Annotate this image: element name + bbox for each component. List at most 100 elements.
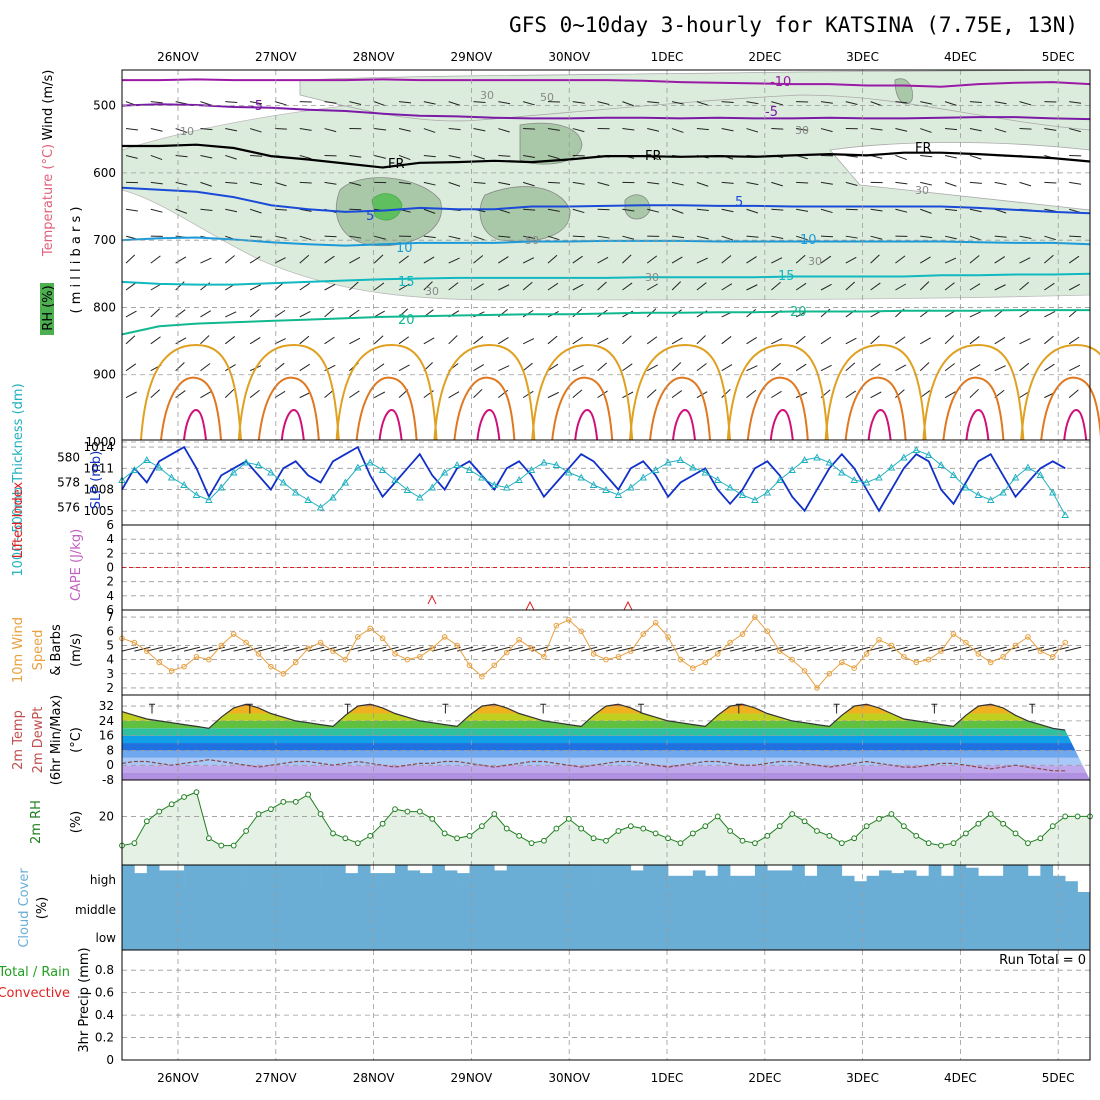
wind-barb — [398, 128, 411, 132]
thickness-point — [217, 483, 226, 491]
cloud-high-bar — [928, 865, 942, 892]
precip-conv-label: Convective — [0, 986, 70, 1001]
thickness-point — [651, 466, 660, 473]
slp-thickness-panel: 1005 1008 1011 1014 576 578 580 1000~500mb Thic… — [11, 383, 1091, 577]
rh2m-point — [640, 825, 647, 832]
wind-barb — [671, 208, 684, 214]
wind-barb — [473, 101, 486, 103]
wind-speed-point — [739, 631, 746, 637]
wind-barb — [150, 101, 163, 104]
cloud-high-bar — [159, 870, 172, 892]
wind-barb — [820, 364, 832, 372]
panel-frame — [121, 949, 1091, 1061]
rh2m-point — [280, 798, 287, 805]
wind-barb — [919, 281, 930, 291]
wind-barb-10m — [1065, 646, 1082, 652]
wind-barb — [572, 181, 585, 185]
wind-barb — [423, 154, 436, 158]
wind10m-axis-label-2: Speed — [31, 630, 46, 671]
wind-barb — [1069, 235, 1082, 238]
wind-barb — [920, 208, 932, 214]
rh2m-point — [950, 840, 957, 847]
wind-speed-point — [876, 636, 882, 643]
contour-label: FR — [388, 157, 405, 172]
wind-barb — [125, 282, 137, 291]
wind-barb-10m — [270, 646, 288, 652]
rh2m-point — [627, 823, 634, 830]
pressure-tick-label: 700 — [93, 233, 116, 247]
wind-barb — [597, 101, 610, 106]
wind-speed-point — [901, 653, 907, 660]
contour-label: 20 — [790, 305, 807, 320]
wind-barb — [1019, 281, 1030, 291]
wind-speed-point — [913, 659, 920, 666]
wind-barb — [1044, 128, 1057, 131]
temp-units-label: (°C) — [69, 727, 84, 753]
rh2m-point — [404, 808, 411, 815]
wind-speed-point — [255, 651, 262, 657]
wind-barb-10m — [394, 646, 412, 652]
wind-barb-10m — [593, 646, 610, 652]
lifted-index-mark — [623, 600, 633, 611]
wind-barb — [647, 101, 660, 104]
rh-contour-label: 30 — [808, 255, 822, 268]
cloud-high-bar — [506, 865, 520, 892]
thickness-tick-label: 580 — [57, 451, 80, 465]
wind-barb — [845, 281, 856, 291]
cloud-high-bar — [668, 875, 681, 892]
wind-barb — [1019, 362, 1030, 372]
wind-barb — [969, 311, 981, 318]
wind-barb — [622, 363, 633, 372]
wind-barb — [522, 101, 535, 106]
wind-barb-10m — [494, 646, 511, 652]
top-day-label: 1DEC — [651, 50, 684, 64]
thickness-point — [825, 458, 834, 466]
top-day-label: 26NOV — [157, 50, 199, 64]
wind-barb — [845, 362, 856, 372]
thickness-point — [229, 468, 238, 476]
cloud-high-bar — [382, 873, 396, 892]
wind-barb-10m — [667, 646, 685, 652]
thickness-point — [986, 496, 995, 503]
wind-barb — [498, 154, 511, 157]
wind-barb — [299, 154, 312, 160]
wind-barb — [1068, 283, 1081, 291]
wind-barb — [150, 255, 161, 264]
thickness-point — [788, 466, 796, 473]
thickness-point — [391, 476, 399, 483]
wind-barb — [299, 335, 310, 345]
wind-barb — [721, 128, 734, 132]
wind-speed-point — [417, 653, 423, 660]
wind-barb — [274, 101, 287, 106]
thickness-point — [416, 493, 424, 501]
bottom-day-label: 3DEC — [846, 1071, 879, 1085]
cloud-high-bar — [754, 865, 768, 892]
wind-barb — [547, 181, 560, 184]
bottom-day-label: 1DEC — [651, 1071, 684, 1085]
wind-barb — [1019, 101, 1032, 106]
wind-barb-10m — [978, 646, 995, 652]
warm-contour — [1040, 376, 1100, 441]
top-day-label: 2DEC — [748, 50, 781, 64]
wind-barb — [721, 235, 734, 241]
wind-barb-10m — [643, 646, 660, 652]
cloud-high-bar — [395, 865, 408, 892]
wind-barb — [646, 389, 657, 399]
rh2m-point — [181, 794, 187, 800]
wind-barb — [820, 101, 833, 104]
contour-label: -10 — [770, 75, 791, 90]
thickness-point — [254, 461, 263, 468]
rh2m-point — [491, 811, 498, 817]
wind-barb — [125, 363, 137, 372]
wind-barb — [969, 181, 982, 184]
wind-barb — [349, 309, 360, 318]
wind-barb — [721, 388, 731, 398]
wind-barb — [597, 235, 610, 239]
pressure-tick-label: 800 — [93, 300, 116, 314]
cloud-high-bar — [990, 875, 1004, 892]
wind-barb — [547, 363, 559, 372]
wind-speed-point — [1012, 642, 1019, 649]
wind-barb-10m — [469, 646, 486, 652]
warm-contour — [237, 343, 340, 441]
wind-barb — [572, 128, 585, 133]
